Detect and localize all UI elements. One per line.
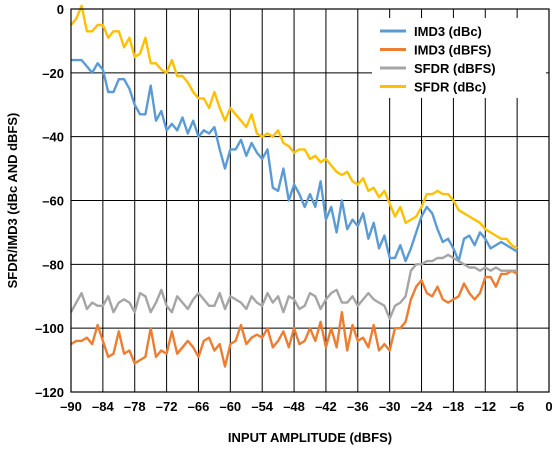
x-tick-label: –72: [156, 399, 178, 414]
plot-frame: [70, 8, 550, 393]
legend-label: IMD3 (dBFS): [414, 43, 491, 58]
series-layer: [69, 4, 518, 368]
x-tick-label: –60: [219, 399, 241, 414]
x-tick-label: –30: [379, 399, 401, 414]
y-tick-label: –120: [35, 385, 64, 400]
x-axis-title: INPUT AMPLITUDE (dBFS): [228, 430, 392, 445]
x-tick-label: –54: [251, 399, 273, 414]
x-tick-label: –24: [411, 399, 433, 414]
x-tick-label: –78: [124, 399, 146, 414]
y-tick-label: –20: [42, 66, 64, 81]
legend-label: SFDR (dBc): [414, 80, 486, 95]
x-tick-label: –36: [347, 399, 369, 414]
x-tick-labels: –90 –84 –78 –72 –66 –60 –54 –48 –42 –36 –30 –24 –18–…: [60, 399, 552, 414]
y-tick-label: –40: [42, 130, 64, 145]
x-tick-label: 0: [545, 399, 552, 414]
y-tick-labels: 0 –20 –40 –60 –80 –100 –120: [35, 2, 64, 400]
x-tick-label: –48: [283, 399, 305, 414]
legend: IMD3 (dBc) IMD3 (dBFS) SFDR (dBFS) SFDR (dB…: [372, 18, 546, 98]
series-line-imd3-dbfs: [70, 269, 518, 368]
series-line-sfdr-dbfs: [69, 253, 518, 320]
series-line-imd3-dbc: [71, 58, 518, 263]
y-axis-title: SFDR/IMD3 (dBc AND dBFS): [5, 113, 20, 289]
legend-label: SFDR (dBFS): [414, 61, 496, 76]
y-tick-label: 0: [57, 2, 64, 17]
y-tick-label: –100: [35, 321, 64, 336]
legend-label: IMD3 (dBc): [414, 24, 482, 39]
series-line-sfdr-dbc: [70, 4, 518, 250]
y-tick-label: –60: [42, 194, 64, 209]
x-tick-label: –90: [60, 399, 82, 414]
x-tick-label: –6: [510, 399, 524, 414]
x-tick-label: –18: [443, 399, 465, 414]
x-tick-label: –42: [315, 399, 337, 414]
x-tick-label: –12: [474, 399, 496, 414]
x-tick-label: –66: [188, 399, 210, 414]
x-tick-label: –84: [92, 399, 114, 414]
y-tick-label: –80: [42, 257, 64, 272]
